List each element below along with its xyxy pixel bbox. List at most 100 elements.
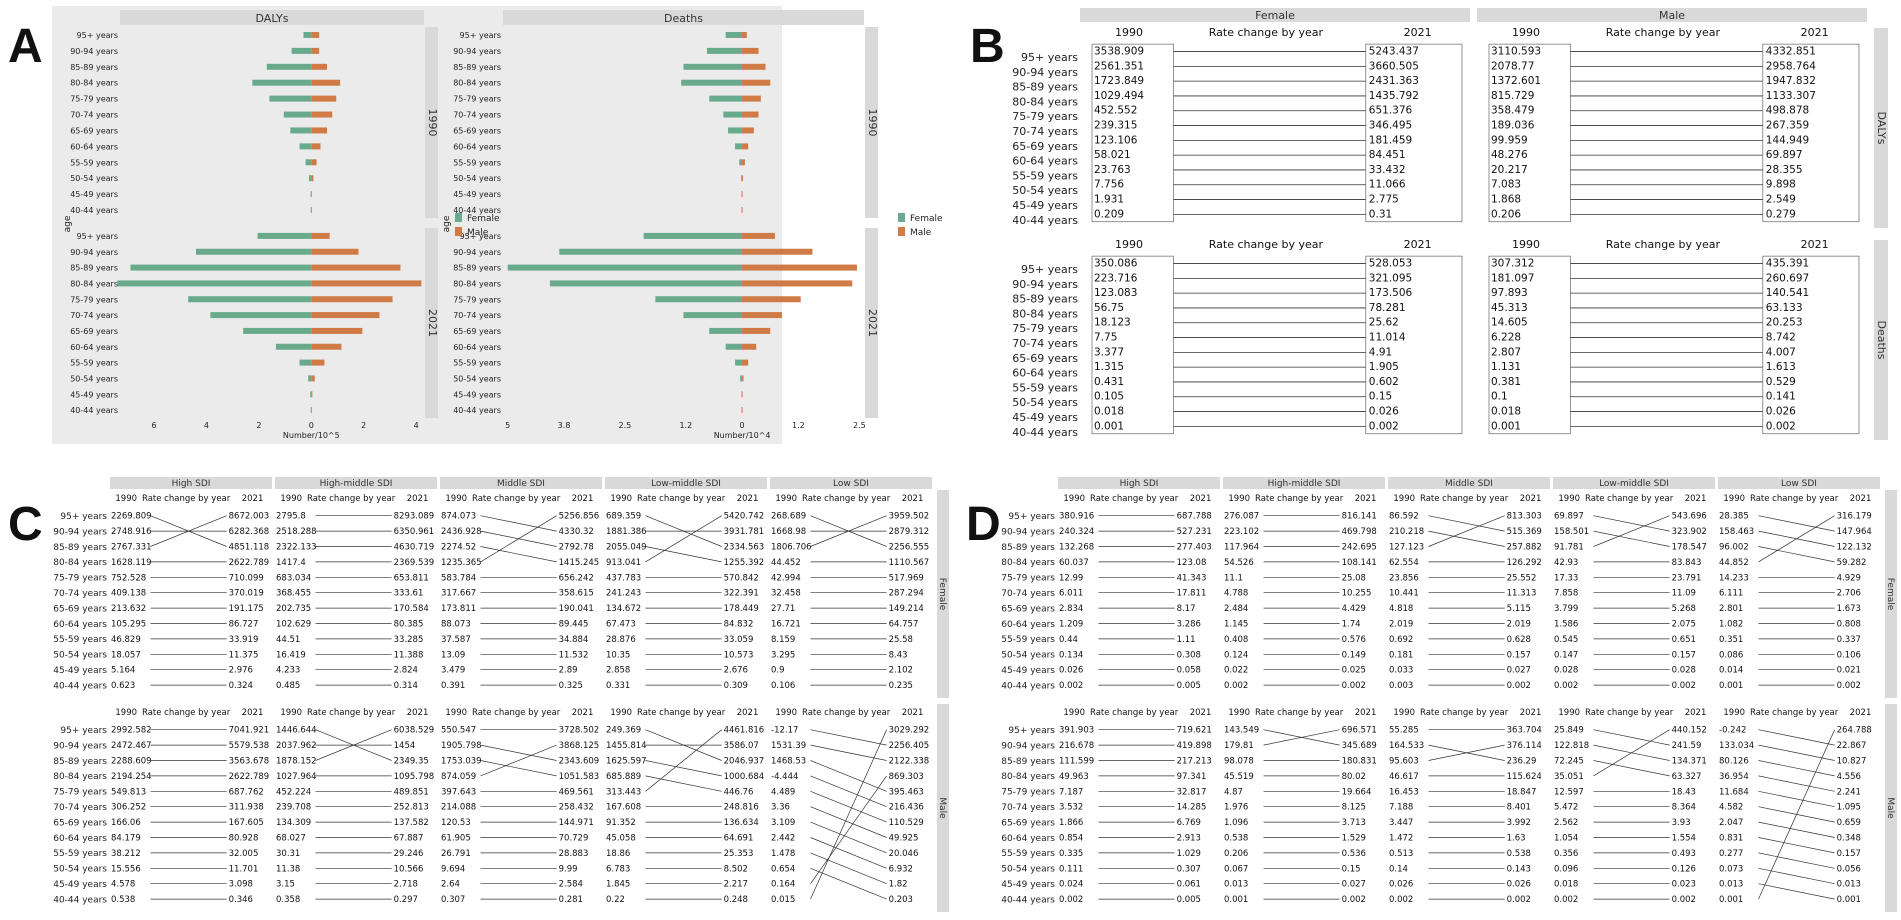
panelC-female-4-value-2021: 64.757 — [889, 620, 919, 630]
panelD-male-4-value-2021: 0.659 — [1837, 818, 1861, 828]
panelC-male-4-slope-line — [810, 867, 887, 900]
b-dalys-female-value-1990: 452.552 — [1094, 105, 1137, 117]
panelD-female-4-value-2021: 0.106 — [1837, 650, 1861, 660]
b-dalys-male-hdr-1990: 1990 — [1512, 26, 1540, 39]
panelC-female-4-hdr-2021: 2021 — [902, 494, 924, 504]
panelC-male-4-value-1990: 1531.39 — [771, 741, 806, 751]
bar-male — [742, 232, 775, 239]
panelC-male-3-value-1990: 1625.597 — [606, 757, 647, 767]
bar-male — [311, 296, 393, 303]
panelC-female-0-value-2021: 4851.118 — [229, 543, 270, 553]
panelC-male-2-value-2021: 144.971 — [559, 818, 594, 828]
b-deaths-female-value-1990: 0.001 — [1094, 420, 1124, 432]
panelC-female-0-value-2021: 2.976 — [229, 666, 253, 676]
age-tick-label: 40-44 years — [70, 406, 118, 415]
b-dalys-female-value-1990: 0.209 — [1094, 208, 1124, 220]
b-deaths-female-value-1990: 0.431 — [1094, 376, 1124, 388]
panelD-male-3-value-2021: 1.554 — [1672, 834, 1696, 844]
b-deaths-female-value-2021: 0.002 — [1369, 420, 1399, 432]
panelD-male-1-value-2021: 345.689 — [1342, 741, 1377, 751]
panelC-male-4-value-1990: 0.654 — [771, 864, 795, 874]
bar-female — [739, 159, 743, 166]
age-tick-label: 50-54 years — [70, 374, 118, 383]
panelD-male-3-hdr-rate: Rate change by year — [1585, 708, 1674, 718]
panelD-male-2-value-2021: 0.538 — [1507, 849, 1531, 859]
panelD-female-3-value-2021: 178.547 — [1672, 543, 1707, 553]
panelC-female-2-value-1990: 2436.928 — [441, 527, 482, 537]
panelC-male-4-slope-line — [810, 729, 887, 900]
b-deaths-male-value-1990: 0.381 — [1491, 376, 1521, 388]
facet-strip-label: Deaths — [664, 12, 703, 25]
panelC-female-4-value-1990: 42.994 — [771, 573, 801, 583]
age-label: 90-94 years — [53, 527, 107, 537]
age-label: 45-49 years — [53, 666, 107, 676]
panelC-female-4-value-2021: 25.58 — [889, 635, 913, 645]
panelD-male-1-value-1990: 143.549 — [1224, 726, 1259, 736]
b-deaths-male-value-2021: 0.141 — [1766, 391, 1796, 403]
panelC-male-3-value-2021: 3586.07 — [724, 741, 759, 751]
panelD-male-2-value-1990: 1.472 — [1389, 834, 1413, 844]
panelC-female-0-value-2021: 191.175 — [229, 604, 264, 614]
age-label: 65-69 years — [1012, 140, 1078, 153]
panelC-male-2-value-1990: 550.547 — [441, 726, 476, 736]
facet-strip-deaths — [503, 10, 864, 25]
panelD-male-0-value-1990: 0.024 — [1059, 880, 1083, 890]
panelD-male-4-value-2021: 264.788 — [1837, 726, 1872, 736]
panelC-male-2-hdr-rate: Rate change by year — [472, 708, 561, 718]
age-label: 80-84 years — [1012, 95, 1078, 108]
panelD-female-4-value-1990: 14.233 — [1719, 573, 1749, 583]
b-dalys-male-hdr-2021: 2021 — [1801, 26, 1829, 39]
age-label: 90-94 years — [53, 741, 107, 751]
age-label: 50-54 years — [53, 651, 107, 661]
age-label: 65-69 years — [1001, 818, 1055, 828]
panelC-female-3-slope-line — [645, 515, 722, 563]
bar-female — [310, 207, 312, 214]
panelD-female-0-value-2021: 687.788 — [1177, 512, 1212, 522]
panelC-male-2-slope-line — [480, 744, 557, 777]
bar-male — [311, 280, 422, 287]
b-dalys-male-value-1990: 1.868 — [1491, 194, 1521, 206]
panelC-male-2-value-1990: 874.059 — [441, 772, 476, 782]
panelD-female-4-value-2021: 316.179 — [1837, 512, 1872, 522]
b-deaths-male-value-1990: 0.001 — [1491, 420, 1521, 432]
panelC-female-1-value-1990: 2322.133 — [276, 543, 317, 553]
panelD-male-0-value-2021: 2.913 — [1177, 834, 1201, 844]
panelD-male-2-value-1990: 95.603 — [1389, 757, 1419, 767]
panelC-male-2-hdr-2021: 2021 — [572, 708, 594, 718]
panelC-female-2-value-1990: 1235.365 — [441, 558, 482, 568]
panelD-male-1-value-2021: 3.713 — [1342, 818, 1366, 828]
panelD-female-1-hdr-1990: 1990 — [1228, 494, 1250, 504]
panelD-female-3-value-1990: 0.028 — [1554, 666, 1578, 676]
bar-female — [709, 95, 743, 102]
legend-swatch-male — [455, 227, 462, 236]
panelD-female-0-value-2021: 0.308 — [1177, 650, 1201, 660]
panelC-male-4-value-1990: 0.015 — [771, 895, 795, 905]
strip-label: High SDI — [172, 479, 211, 489]
panelD-female-2-hdr-rate: Rate change by year — [1420, 494, 1509, 504]
panelC-male-4-slope-line — [810, 806, 887, 838]
bar-male — [742, 63, 766, 70]
age-tick-label: 75-79 years — [70, 95, 118, 104]
panelC-female-4-value-2021: 8.43 — [889, 650, 908, 660]
panelD-female-3-value-1990: 1.586 — [1554, 620, 1578, 630]
b-dalys-male-value-2021: 69.897 — [1766, 149, 1803, 161]
b-deaths-male-value-1990: 0.018 — [1491, 406, 1521, 418]
b-deaths-male-value-2021: 140.541 — [1766, 287, 1809, 299]
slope-table-d: High SDI High-middle SDI Middle SDI Low-mid… — [1001, 477, 1897, 912]
bar-male — [311, 375, 315, 382]
panelD-female-3-value-1990: 17.33 — [1554, 573, 1578, 583]
bar-male — [311, 391, 313, 398]
panelC-male-3-value-2021: 2.217 — [724, 880, 748, 890]
panelC-male-1-value-2021: 1454 — [394, 741, 416, 751]
panelD-female-0-value-1990: 12.99 — [1059, 573, 1083, 583]
panelD-male-0-value-1990: 0.111 — [1059, 864, 1083, 874]
panelC-male-0-value-1990: 38.212 — [111, 849, 141, 859]
panelD-female-1-value-1990: 276.087 — [1224, 512, 1259, 522]
b-deaths-female-value-1990: 18.123 — [1094, 317, 1131, 329]
panelC-male-4-slope-line — [810, 775, 887, 808]
panelC-female-2-value-2021: 89.445 — [559, 620, 589, 630]
panelD-female-4-value-1990: 96.002 — [1719, 543, 1749, 553]
strip-low-sdi — [770, 477, 932, 489]
bar-male — [311, 175, 314, 182]
panelC-male-2-value-2021: 258.432 — [559, 803, 594, 813]
